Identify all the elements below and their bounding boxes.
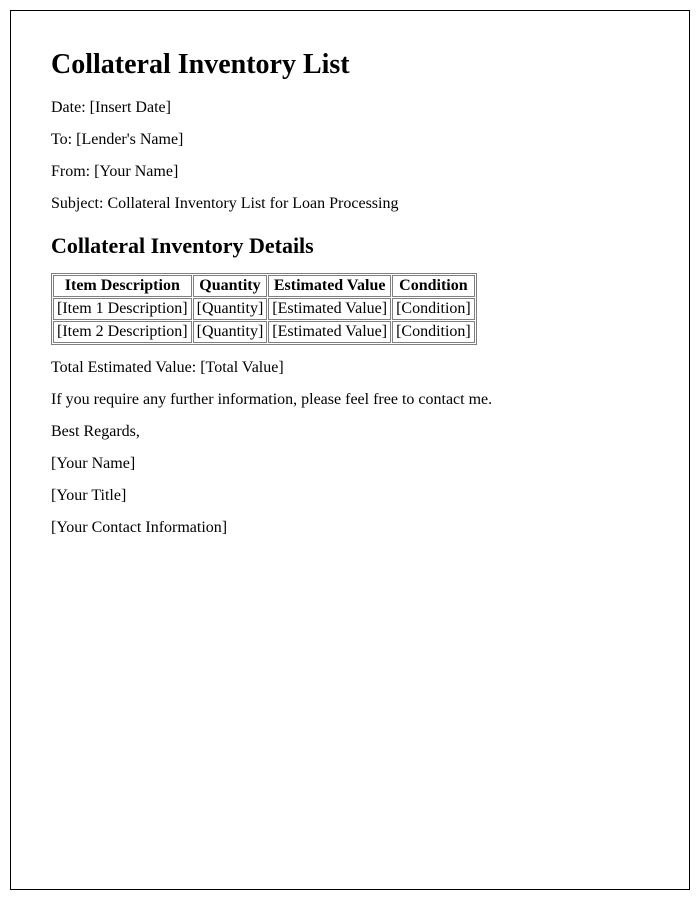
- total-label: Total Estimated Value:: [51, 359, 196, 376]
- cell-condition: [Condition]: [392, 321, 475, 343]
- total-value: [Total Value]: [200, 359, 283, 376]
- col-item-description: Item Description: [53, 275, 192, 297]
- signature-contact: [Your Contact Information]: [51, 519, 649, 537]
- table-header-row: Item Description Quantity Estimated Valu…: [53, 275, 475, 297]
- table-row: [Item 2 Description] [Quantity] [Estimat…: [53, 321, 475, 343]
- cell-item-description: [Item 2 Description]: [53, 321, 192, 343]
- cell-item-description: [Item 1 Description]: [53, 298, 192, 320]
- date-line: Date: [Insert Date]: [51, 99, 649, 117]
- date-value: [Insert Date]: [90, 99, 171, 116]
- inventory-table: Item Description Quantity Estimated Valu…: [51, 273, 477, 345]
- cell-quantity: [Quantity]: [193, 298, 268, 320]
- subject-value: Collateral Inventory List for Loan Proce…: [107, 195, 398, 212]
- closing-note: If you require any further information, …: [51, 391, 649, 409]
- col-quantity: Quantity: [193, 275, 268, 297]
- total-line: Total Estimated Value: [Total Value]: [51, 359, 649, 377]
- cell-estimated-value: [Estimated Value]: [268, 298, 391, 320]
- date-label: Date:: [51, 99, 86, 116]
- from-line: From: [Your Name]: [51, 163, 649, 181]
- from-label: From:: [51, 163, 90, 180]
- cell-condition: [Condition]: [392, 298, 475, 320]
- to-line: To: [Lender's Name]: [51, 131, 649, 149]
- table-row: [Item 1 Description] [Quantity] [Estimat…: [53, 298, 475, 320]
- subject-line: Subject: Collateral Inventory List for L…: [51, 195, 649, 213]
- page-title: Collateral Inventory List: [51, 49, 649, 81]
- signature-title: [Your Title]: [51, 487, 649, 505]
- section-heading: Collateral Inventory Details: [51, 233, 649, 259]
- to-value: [Lender's Name]: [76, 131, 183, 148]
- cell-quantity: [Quantity]: [193, 321, 268, 343]
- col-estimated-value: Estimated Value: [268, 275, 391, 297]
- cell-estimated-value: [Estimated Value]: [268, 321, 391, 343]
- document-page: Collateral Inventory List Date: [Insert …: [10, 10, 690, 890]
- signoff: Best Regards,: [51, 423, 649, 441]
- signature-name: [Your Name]: [51, 455, 649, 473]
- from-value: [Your Name]: [94, 163, 178, 180]
- col-condition: Condition: [392, 275, 475, 297]
- to-label: To:: [51, 131, 72, 148]
- subject-label: Subject:: [51, 195, 103, 212]
